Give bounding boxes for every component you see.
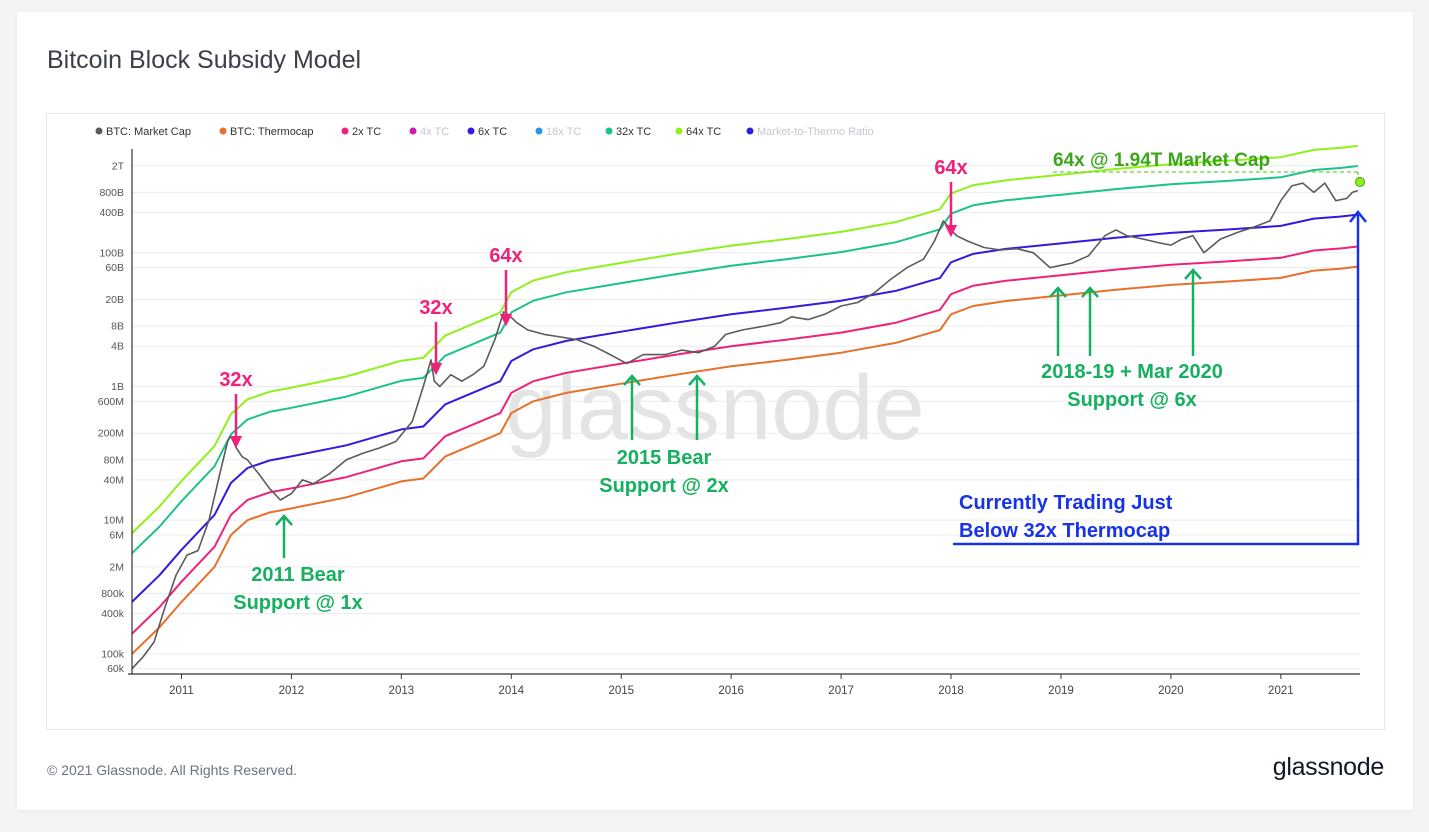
annotation-text: 2015 Bear	[617, 447, 712, 469]
legend-marker	[746, 127, 754, 135]
x-tick-label: 2019	[1048, 685, 1074, 697]
y-tick-label: 400B	[99, 207, 124, 219]
y-tick-label: 800k	[101, 588, 125, 600]
y-tick-label: 10M	[104, 515, 124, 527]
y-tick-label: 80M	[104, 454, 124, 466]
legend-label: BTC: Market Cap	[106, 126, 191, 138]
annotation-arrowhead	[623, 374, 641, 386]
legend-label: 32x TC	[616, 126, 651, 138]
chart-container: glassnode 60k 100k 400k 800k 2M 6M 10M 40M 80M 20…	[46, 113, 1385, 730]
y-tick-label: 100k	[101, 648, 125, 660]
annotation-text: Currently Trading Just	[959, 492, 1173, 514]
footer-copyright: © 2021 Glassnode. All Rights Reserved.	[47, 762, 298, 778]
annotation-arrowhead	[688, 374, 706, 386]
legend-marker	[675, 127, 683, 135]
page-title: Bitcoin Block Subsidy Model	[47, 46, 362, 74]
legend-label: 16x TC	[546, 126, 581, 138]
y-tick-label: 100B	[99, 247, 124, 259]
legend-label: 6x TC	[478, 126, 507, 138]
annotation-text: 32x	[219, 369, 252, 391]
legend-label: 2x TC	[352, 126, 381, 138]
x-tick-label: 2021	[1268, 685, 1294, 697]
annotation-bracket	[953, 214, 1360, 546]
x-tick-label: 2015	[608, 685, 634, 697]
annotation-text: 64x	[489, 245, 522, 267]
y-tick-label: 20B	[105, 294, 124, 306]
annotation-arrowhead	[1184, 268, 1202, 280]
legend-marker	[467, 127, 475, 135]
watermark: glassnode	[505, 357, 924, 459]
x-tick-label: 2017	[828, 685, 854, 697]
series-line	[131, 182, 1359, 670]
y-tick-label: 6M	[109, 529, 124, 541]
y-tick-label: 2M	[109, 561, 124, 573]
x-tick-label: 2011	[169, 685, 194, 697]
series-line	[131, 245, 1358, 635]
y-tick-label: 400k	[101, 608, 125, 620]
annotation-arrowhead	[1349, 209, 1367, 223]
y-tick-label: 60B	[105, 262, 124, 274]
annotation-text: Support @ 2x	[599, 475, 729, 497]
legend-marker	[341, 127, 349, 135]
annotation-arrowhead	[1049, 286, 1067, 298]
x-tick-label: 2018	[938, 685, 964, 697]
x-tick-label: 2016	[718, 685, 744, 697]
x-tick-label: 2014	[498, 685, 524, 697]
annotation-arrowhead	[1081, 286, 1099, 298]
legend-marker	[219, 127, 227, 135]
y-tick-label: 800B	[99, 187, 124, 199]
y-tick-label: 4B	[111, 341, 124, 353]
legend-marker	[409, 127, 417, 135]
series-line	[131, 165, 1358, 554]
legend-marker	[95, 127, 103, 135]
annotation-text: Below 32x Thermocap	[959, 520, 1170, 542]
annotation-text: 2018-19 + Mar 2020	[1041, 361, 1223, 383]
legend-label: 64x TC	[686, 126, 721, 138]
series-line	[131, 144, 1358, 534]
x-tick-label: 2012	[279, 685, 305, 697]
annotation-text: 64x	[934, 157, 967, 179]
y-tick-label: 2T	[112, 160, 125, 172]
legend-marker	[605, 127, 613, 135]
y-tick-label: 600M	[98, 396, 124, 408]
annotation-text: Support @ 1x	[233, 592, 363, 614]
y-tick-label: 1B	[111, 381, 124, 393]
y-tick-label: 40M	[104, 474, 124, 486]
series-line	[131, 265, 1358, 655]
series-line	[131, 213, 1358, 603]
annotation-text: Support @ 6x	[1067, 389, 1197, 411]
y-tick-label: 8B	[111, 321, 124, 333]
chart-svg: glassnode 60k 100k 400k 800k 2M 6M 10M 40M 80M 20…	[95, 126, 1367, 697]
legend-label: 4x TC	[420, 126, 449, 138]
annotation-text: 2011 Bear	[251, 564, 345, 586]
legend-label: Market-to-Thermo Ratio	[757, 126, 874, 138]
annotation-arrowhead	[275, 514, 293, 526]
x-tick-label: 2020	[1158, 685, 1184, 697]
x-tick-label: 2013	[389, 685, 415, 697]
legend-label: BTC: Thermocap	[230, 126, 314, 138]
y-tick-label: 60k	[107, 663, 125, 675]
y-tick-label: 200M	[98, 428, 124, 440]
legend-marker	[535, 127, 543, 135]
annotation-dot	[1355, 177, 1365, 187]
footer-logo: glassnode	[1272, 753, 1385, 781]
annotation-text: 32x	[419, 297, 452, 319]
annotation-text: 64x @ 1.94T Market Cap	[1053, 150, 1270, 171]
